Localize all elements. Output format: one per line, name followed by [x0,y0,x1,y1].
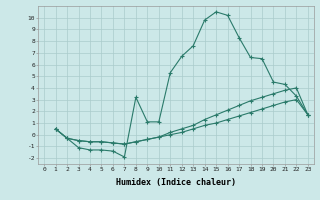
X-axis label: Humidex (Indice chaleur): Humidex (Indice chaleur) [116,178,236,187]
